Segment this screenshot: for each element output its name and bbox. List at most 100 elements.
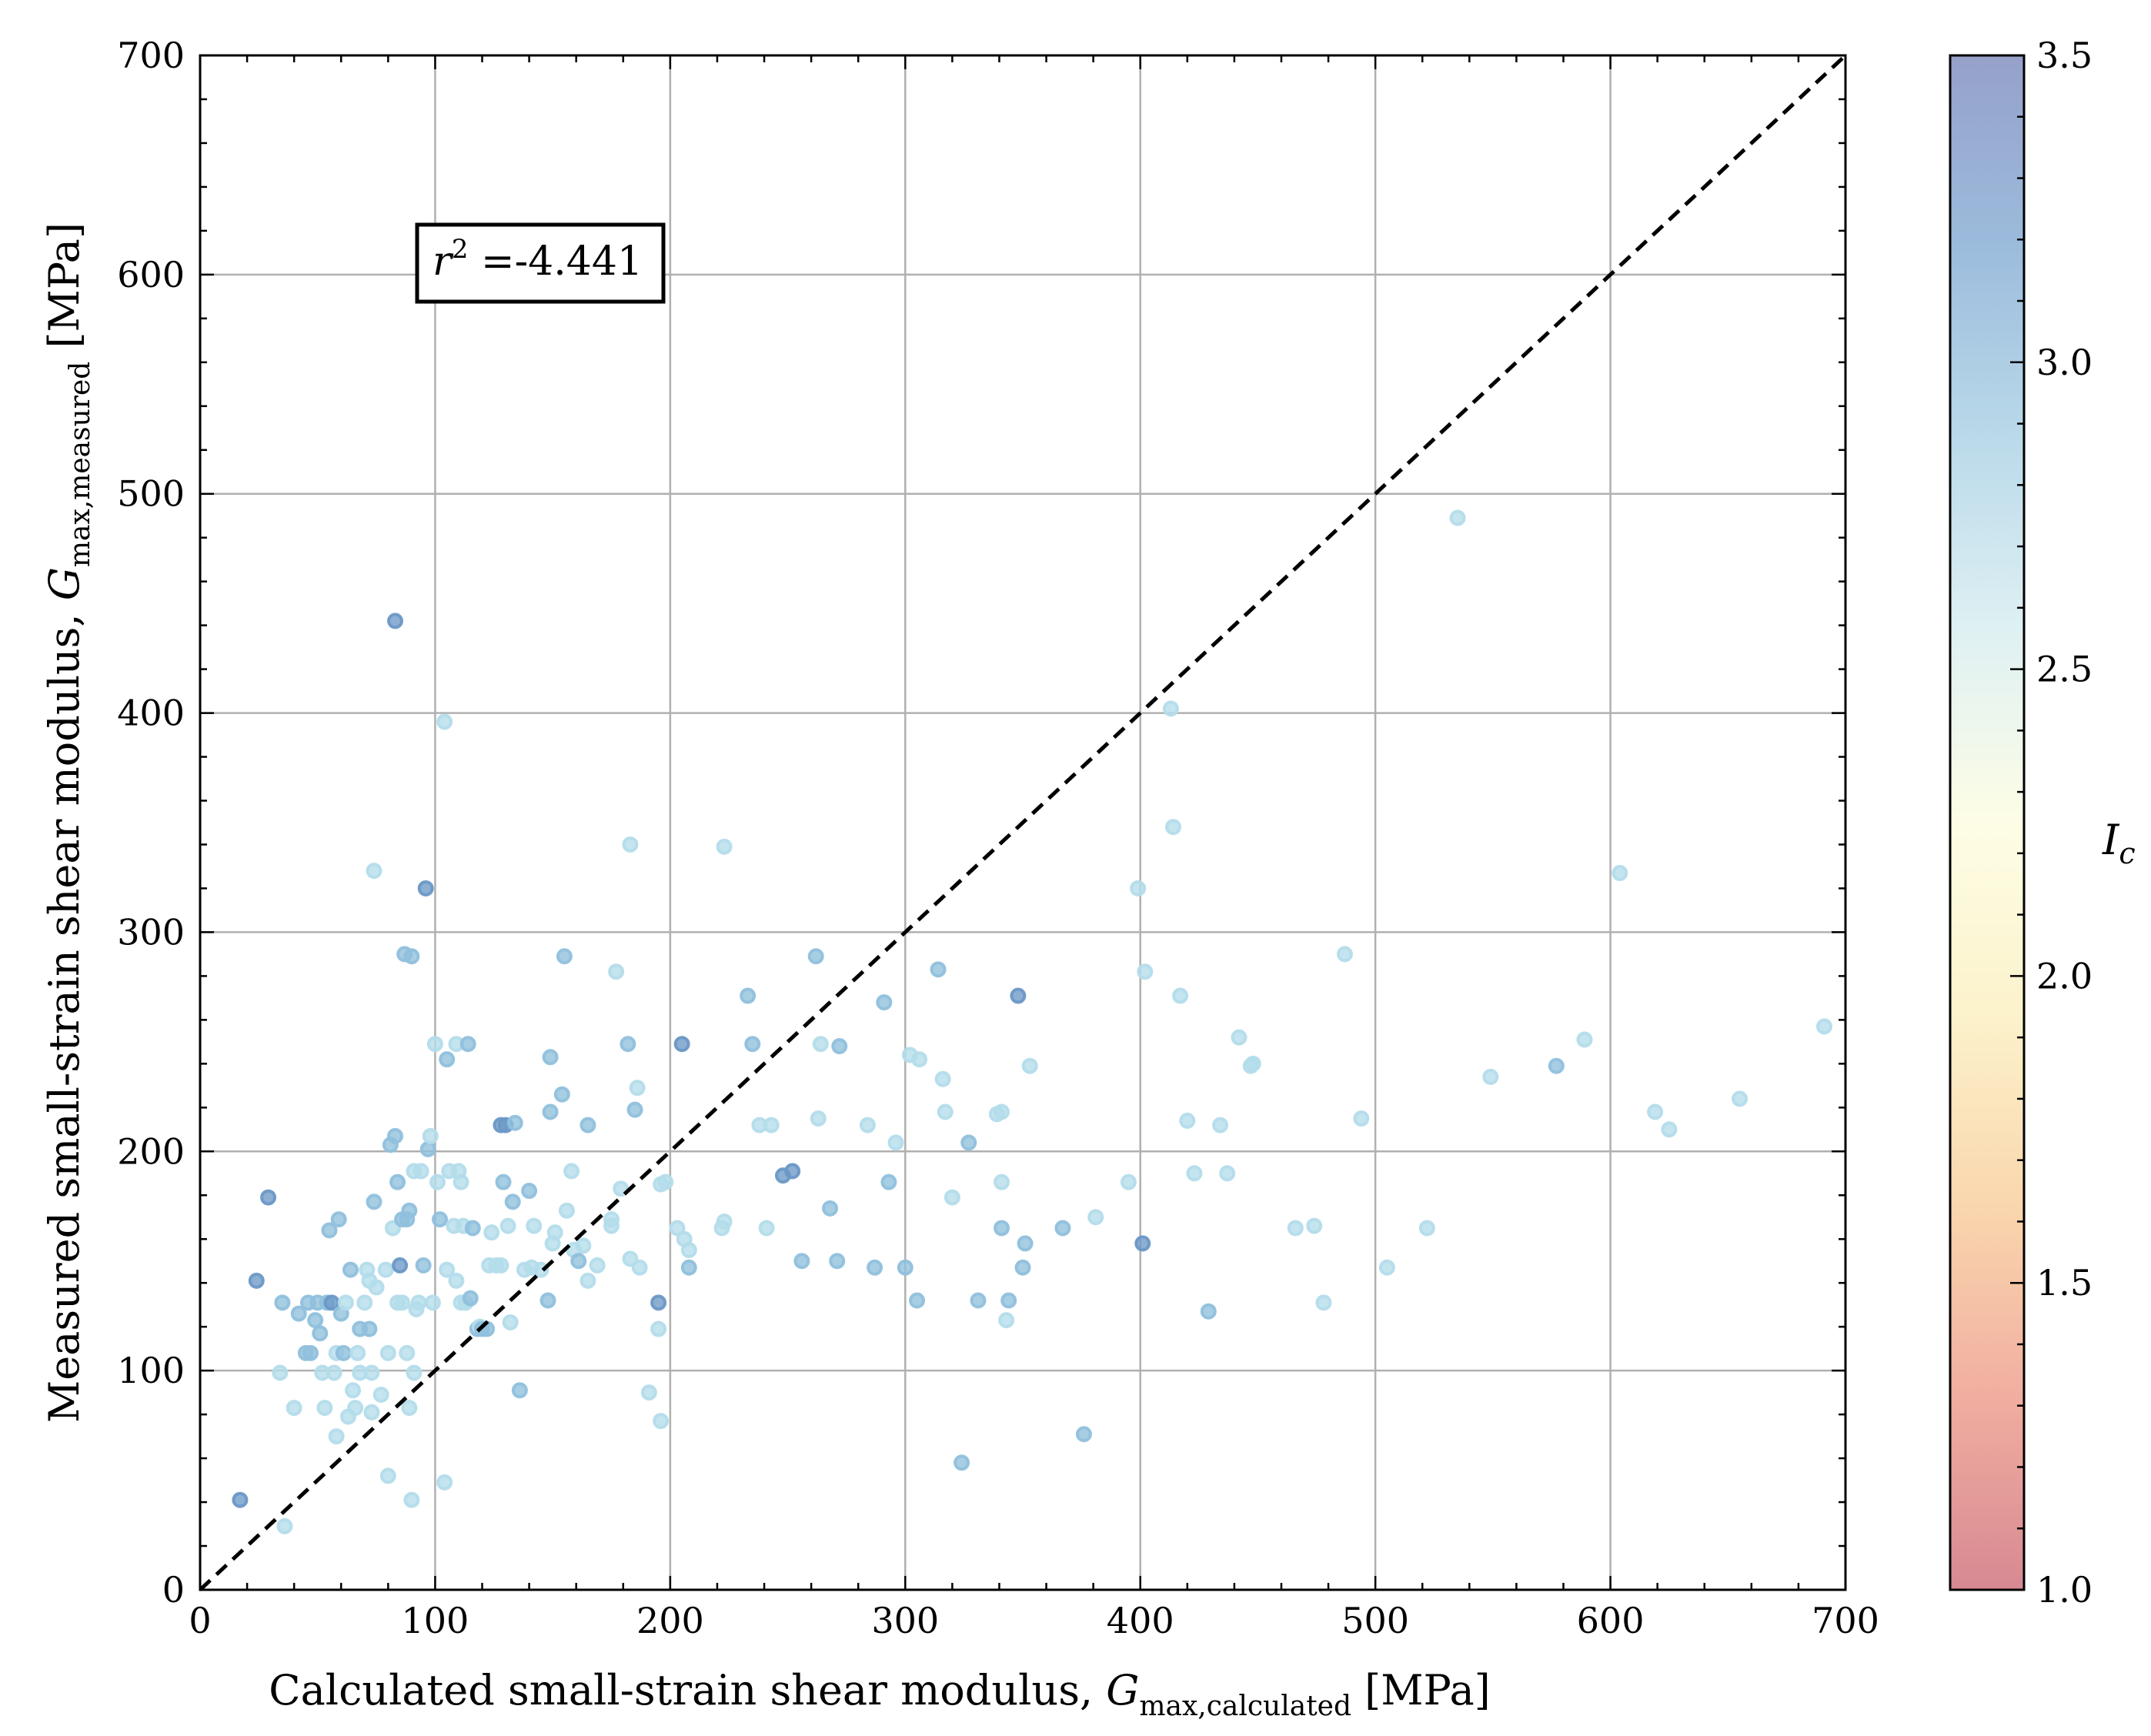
data-point <box>379 1344 396 1361</box>
data-point <box>1120 1173 1137 1190</box>
data-point <box>970 1292 987 1309</box>
data-point <box>1244 1055 1261 1072</box>
colorbar-gradient <box>1949 54 2026 1591</box>
data-point <box>1179 1112 1196 1129</box>
data-point <box>1021 1057 1038 1074</box>
data-point <box>629 1080 646 1097</box>
x-tick-label: 200 <box>636 1600 704 1641</box>
data-point <box>542 1103 559 1120</box>
x-tick-label: 700 <box>1812 1600 1879 1641</box>
data-point <box>653 1413 670 1430</box>
data-point <box>1010 987 1027 1004</box>
data-point <box>506 1114 523 1131</box>
data-point <box>399 1344 416 1361</box>
data-point <box>429 1173 446 1190</box>
data-point <box>1219 1165 1236 1182</box>
x-axis-label: Calculated small-strain shear modulus, G… <box>269 1666 1490 1722</box>
data-point <box>657 1173 674 1190</box>
data-point <box>650 1320 667 1337</box>
y-tick-label: 600 <box>117 254 185 295</box>
data-point <box>366 1194 382 1210</box>
data-point <box>944 1189 960 1206</box>
data-point <box>909 1292 926 1309</box>
annotation-symbol: r <box>433 239 454 285</box>
data-point <box>934 1070 951 1087</box>
data-point <box>410 1294 427 1311</box>
data-point <box>260 1189 277 1206</box>
data-point <box>897 1259 914 1276</box>
data-point <box>887 1134 904 1151</box>
data-point <box>1054 1220 1071 1237</box>
x-tick-label: 100 <box>402 1600 469 1641</box>
data-point <box>563 1163 580 1180</box>
data-point <box>673 1036 690 1053</box>
data-point <box>930 961 947 978</box>
data-point <box>436 1474 453 1491</box>
y-tick-label: 700 <box>117 35 185 76</box>
data-point <box>880 1173 897 1190</box>
data-point <box>415 1257 432 1274</box>
data-point <box>1449 509 1466 526</box>
data-point <box>368 1279 385 1296</box>
data-point <box>631 1259 648 1276</box>
data-point <box>1212 1117 1229 1133</box>
data-point <box>483 1224 500 1241</box>
data-point <box>274 1294 291 1311</box>
x-tick-labels: 0 100 200 300 400 500 600 700 <box>189 1600 1879 1641</box>
data-point <box>504 1194 521 1210</box>
data-point <box>1378 1259 1395 1276</box>
annotation-box <box>415 222 666 304</box>
data-point <box>740 987 757 1004</box>
annotation-value: =-4.441 <box>469 239 643 285</box>
x-tick-label: 500 <box>1341 1600 1409 1641</box>
colorbar-tick-label: 1.5 <box>2036 1262 2093 1304</box>
data-point <box>1162 700 1179 717</box>
data-point <box>459 1036 476 1053</box>
data-point <box>831 1038 848 1055</box>
data-point <box>316 1400 333 1417</box>
data-point <box>345 1382 362 1399</box>
data-point <box>859 1117 876 1133</box>
colorbar-tick-label: 2.0 <box>2036 955 2093 997</box>
data-point <box>328 1428 345 1445</box>
data-point <box>401 1400 418 1417</box>
y-axis-label: Measured small-strain shear modulus, Gma… <box>40 222 96 1423</box>
data-point <box>1482 1068 1499 1085</box>
data-point <box>347 1400 364 1417</box>
data-point <box>640 1384 657 1401</box>
data-point <box>575 1237 592 1254</box>
data-point <box>994 1103 1010 1120</box>
data-point <box>1287 1220 1304 1237</box>
data-point <box>361 1320 378 1337</box>
y-tick-label: 0 <box>162 1569 185 1611</box>
data-point <box>1017 1235 1034 1252</box>
data-point <box>453 1173 469 1190</box>
data-point <box>1200 1303 1217 1320</box>
data-point <box>1647 1103 1664 1120</box>
y-tick-label: 500 <box>117 473 185 515</box>
x-tick-label: 300 <box>871 1600 939 1641</box>
data-point <box>650 1294 667 1311</box>
data-point <box>716 838 733 855</box>
data-point <box>580 1272 596 1289</box>
data-point <box>622 836 639 853</box>
data-point <box>626 1101 643 1118</box>
colorbar-tick-label: 3.0 <box>2036 342 2093 383</box>
data-point <box>1306 1217 1323 1234</box>
y-tick-label: 400 <box>117 693 185 734</box>
data-point <box>403 948 420 965</box>
data-point <box>439 1261 456 1278</box>
data-point <box>248 1272 265 1289</box>
data-point <box>464 1220 481 1237</box>
svg-text:r2 =-4.441: r2 =-4.441 <box>433 234 643 285</box>
data-point <box>290 1305 307 1322</box>
data-point <box>363 1404 380 1421</box>
data-point <box>669 1220 686 1237</box>
data-point <box>1576 1031 1593 1048</box>
data-point <box>680 1241 697 1258</box>
data-point <box>521 1183 538 1200</box>
x-tick-label: 400 <box>1107 1600 1174 1641</box>
data-point <box>1014 1259 1031 1276</box>
data-point <box>330 1211 347 1228</box>
